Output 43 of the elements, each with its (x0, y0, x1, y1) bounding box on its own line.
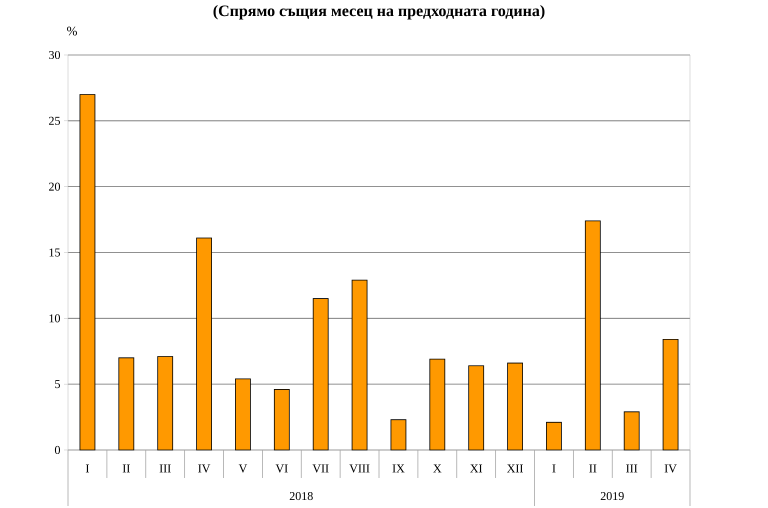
y-tick-label: 20 (49, 182, 60, 191)
bar (80, 94, 96, 450)
y-tick-label: 15 (50, 248, 60, 256)
bar (235, 378, 251, 450)
bar (352, 280, 368, 450)
x-tick-label: X (433, 464, 442, 472)
x-tick-label: II (589, 464, 596, 472)
text: 2018 (290, 492, 313, 500)
bar (584, 220, 601, 450)
x-tick-label: VII (312, 464, 329, 473)
bar (507, 362, 523, 450)
y-tick-label: 30 (49, 50, 60, 60)
bar (274, 389, 290, 450)
x-tick-label: IV (664, 464, 677, 473)
text: 2019 (600, 492, 624, 500)
bar (429, 358, 446, 450)
bar (662, 338, 678, 450)
x-tick-label: I (552, 464, 556, 472)
x-tick-label: III (626, 464, 638, 472)
bar (546, 422, 562, 450)
bar (312, 298, 329, 450)
bar (390, 419, 406, 450)
y-axis-title: % (67, 26, 77, 36)
x-tick-label: II (122, 464, 130, 472)
x-tick-label: VIII (349, 464, 370, 473)
x-tick-label: IX (392, 464, 405, 472)
x-tick-label: IV (198, 464, 210, 473)
bar (468, 365, 484, 450)
x-tick-label: I (86, 464, 90, 472)
x-tick-label: III (160, 464, 171, 472)
bar (157, 356, 174, 450)
x-tick-label: VI (276, 464, 288, 473)
y-tick-label: 5 (55, 380, 60, 388)
x-tick-label: V (238, 464, 248, 473)
x-tick-label: XII (507, 464, 523, 472)
y-tick-label: 10 (50, 314, 60, 322)
chart-title: (Спрямо същия месец на предходната година) (213, 4, 544, 20)
y-tick-label: 25 (49, 116, 60, 125)
bar (624, 411, 640, 450)
x-tick-label: XI (470, 464, 482, 472)
y-tick-label: 0 (54, 446, 60, 454)
bar (118, 357, 134, 450)
bar (196, 238, 212, 450)
